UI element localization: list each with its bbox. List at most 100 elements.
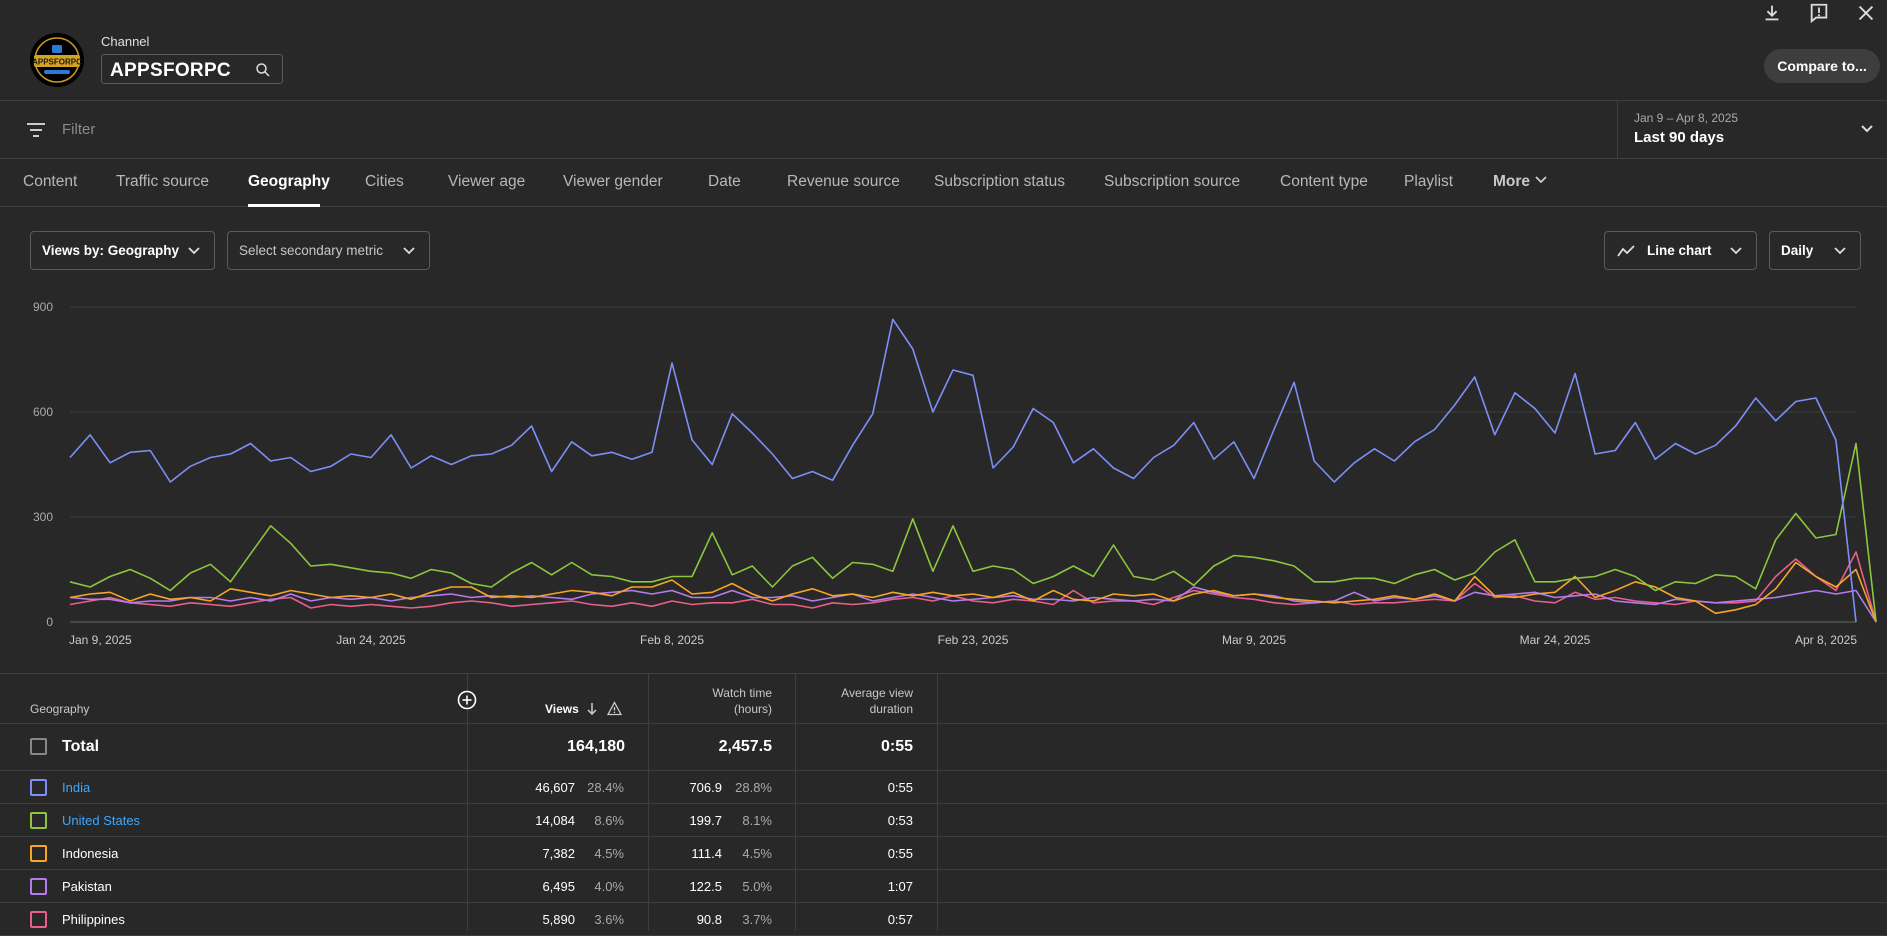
tab-playlist[interactable]: Playlist: [1404, 173, 1454, 190]
interval-label: Daily: [1781, 243, 1814, 258]
row-checkbox[interactable]: [30, 845, 47, 862]
x-tick-label: Feb 8, 2025: [640, 633, 704, 647]
watch-time-value: 199.7: [689, 813, 722, 828]
active-tab-indicator: [248, 204, 320, 207]
avg-duration-value: 1:07: [887, 879, 913, 894]
chevron-down-icon: [403, 247, 415, 255]
series-line-india[interactable]: [69, 318, 1857, 623]
y-tick-label: 900: [33, 300, 53, 314]
chart-type-label: Line chart: [1647, 243, 1712, 258]
watch-time-percent: 5.0%: [742, 879, 772, 894]
row-checkbox[interactable]: [30, 911, 47, 928]
chevron-down-icon: [188, 247, 200, 255]
views-percent: 4.5%: [594, 846, 624, 861]
column-divider: [795, 674, 796, 931]
views-value: 46,607: [535, 780, 575, 795]
views-value: 7,382: [542, 846, 575, 861]
chevron-down-icon: [1861, 125, 1873, 133]
y-tick-label: 0: [46, 615, 53, 629]
download-icon[interactable]: [1761, 2, 1783, 24]
country-name[interactable]: India: [62, 780, 91, 795]
tab-date[interactable]: Date: [708, 173, 741, 190]
table-row[interactable]: Indonesia 7,382 4.5% 111.4 4.5% 0:55: [0, 837, 1887, 870]
filter-input[interactable]: Filter: [62, 121, 96, 138]
avg-duration-value: 0:55: [887, 846, 913, 861]
tab-cities[interactable]: Cities: [365, 173, 404, 190]
chart-type-dropdown[interactable]: Line chart: [1604, 231, 1757, 270]
watch-time-value: 122.5: [689, 879, 722, 894]
views-percent: 3.6%: [594, 912, 624, 927]
chevron-down-icon: [1730, 247, 1742, 255]
tab-revenue-source[interactable]: Revenue source: [787, 173, 900, 190]
views-value: 6,495: [542, 879, 575, 894]
warning-icon[interactable]: [607, 701, 622, 716]
tab-more[interactable]: More: [1493, 173, 1548, 191]
secondary-metric-dropdown[interactable]: Select secondary metric: [227, 231, 430, 270]
sort-down-icon[interactable]: [585, 702, 599, 716]
date-range-text: Jan 9 – Apr 8, 2025: [1634, 111, 1739, 125]
tab-content[interactable]: Content: [23, 173, 78, 190]
table-row[interactable]: United States 14,084 8.6% 199.7 8.1% 0:53: [0, 804, 1887, 837]
line-chart-icon: [1617, 245, 1635, 257]
avatar-text: APPSFORPC: [32, 58, 82, 67]
watch-time-header-unit: (hours): [733, 702, 772, 716]
x-tick-label: Jan 24, 2025: [336, 633, 406, 647]
country-name[interactable]: United States: [62, 813, 141, 828]
tab-more-label: More: [1493, 173, 1531, 190]
tab-geography[interactable]: Geography: [248, 173, 330, 190]
close-icon[interactable]: [1855, 2, 1877, 24]
avg-duration-value: 0:53: [887, 813, 913, 828]
views-header[interactable]: Views: [545, 702, 579, 716]
column-divider: [467, 674, 468, 931]
feedback-icon[interactable]: [1808, 2, 1830, 24]
channel-label: Channel: [101, 34, 150, 49]
x-tick-label: Mar 9, 2025: [1222, 633, 1286, 647]
views-percent: 4.0%: [594, 879, 624, 894]
search-icon[interactable]: [254, 61, 272, 79]
tab-subscription-status[interactable]: Subscription status: [934, 173, 1065, 190]
row-checkbox[interactable]: [30, 812, 47, 829]
geography-table: Geography Views Watch time (hours) Avera…: [0, 673, 1887, 936]
views-line-chart[interactable]: 0 300 600 900 Jan 9, 2025 Jan 24, 2025 Feb 8, …: [0, 290, 1887, 660]
watch-time-header[interactable]: Watch time: [712, 686, 772, 700]
avg-duration-header[interactable]: Average view: [841, 686, 913, 700]
row-checkbox[interactable]: [30, 779, 47, 796]
date-range-selector[interactable]: Jan 9 – Apr 8, 2025 Last 90 days: [1617, 101, 1887, 159]
interval-dropdown[interactable]: Daily: [1769, 231, 1861, 270]
series-line-philippines[interactable]: [69, 551, 1877, 623]
views-by-dropdown[interactable]: Views by: Geography: [30, 231, 215, 270]
row-checkbox[interactable]: [30, 878, 47, 895]
tab-viewer-age[interactable]: Viewer age: [448, 173, 526, 190]
tab-traffic-source[interactable]: Traffic source: [116, 173, 210, 190]
secondary-metric-label: Select secondary metric: [239, 243, 384, 258]
total-row: Total 164,180 2,457.5 0:55: [0, 724, 1887, 771]
filter-icon[interactable]: [25, 120, 47, 140]
tab-viewer-gender[interactable]: Viewer gender: [563, 173, 663, 190]
compare-button[interactable]: Compare to...: [1764, 49, 1880, 83]
series-line-pakistan[interactable]: [69, 586, 1877, 623]
series-line-indonesia[interactable]: [69, 561, 1877, 623]
series-line-united-states[interactable]: [69, 442, 1877, 623]
channel-avatar[interactable]: APPSFORPC: [30, 33, 84, 87]
country-name: Pakistan: [62, 879, 112, 894]
table-row[interactable]: Pakistan 6,495 4.0% 122.5 5.0% 1:07: [0, 870, 1887, 903]
total-watch-time: 2,457.5: [718, 738, 772, 755]
tab-content-type[interactable]: Content type: [1280, 173, 1368, 190]
tab-subscription-source[interactable]: Subscription source: [1104, 173, 1241, 190]
total-avg-duration: 0:55: [880, 738, 913, 755]
table-row[interactable]: Philippines 5,890 3.6% 90.8 3.7% 0:57: [0, 903, 1887, 936]
column-divider: [648, 674, 649, 931]
watch-time-value: 111.4: [691, 846, 722, 861]
channel-selector[interactable]: APPSFORPC: [101, 54, 283, 84]
x-tick-label: Apr 8, 2025: [1795, 633, 1857, 647]
views-value: 14,084: [535, 813, 575, 828]
y-tick-label: 300: [33, 510, 53, 524]
dimension-tabs: Content Traffic source Geography Cities …: [0, 159, 1887, 207]
watch-time-value: 706.9: [689, 780, 722, 795]
filter-bar: Filter Jan 9 – Apr 8, 2025 Last 90 days: [0, 101, 1887, 159]
header-bar: APPSFORPC Channel APPSFORPC Compare to..…: [0, 0, 1887, 101]
table-row[interactable]: India 46,607 28.4% 706.9 28.8% 0:55: [0, 771, 1887, 804]
total-checkbox[interactable]: [30, 738, 47, 755]
add-column-icon[interactable]: [457, 690, 477, 710]
geography-header[interactable]: Geography: [30, 702, 90, 716]
